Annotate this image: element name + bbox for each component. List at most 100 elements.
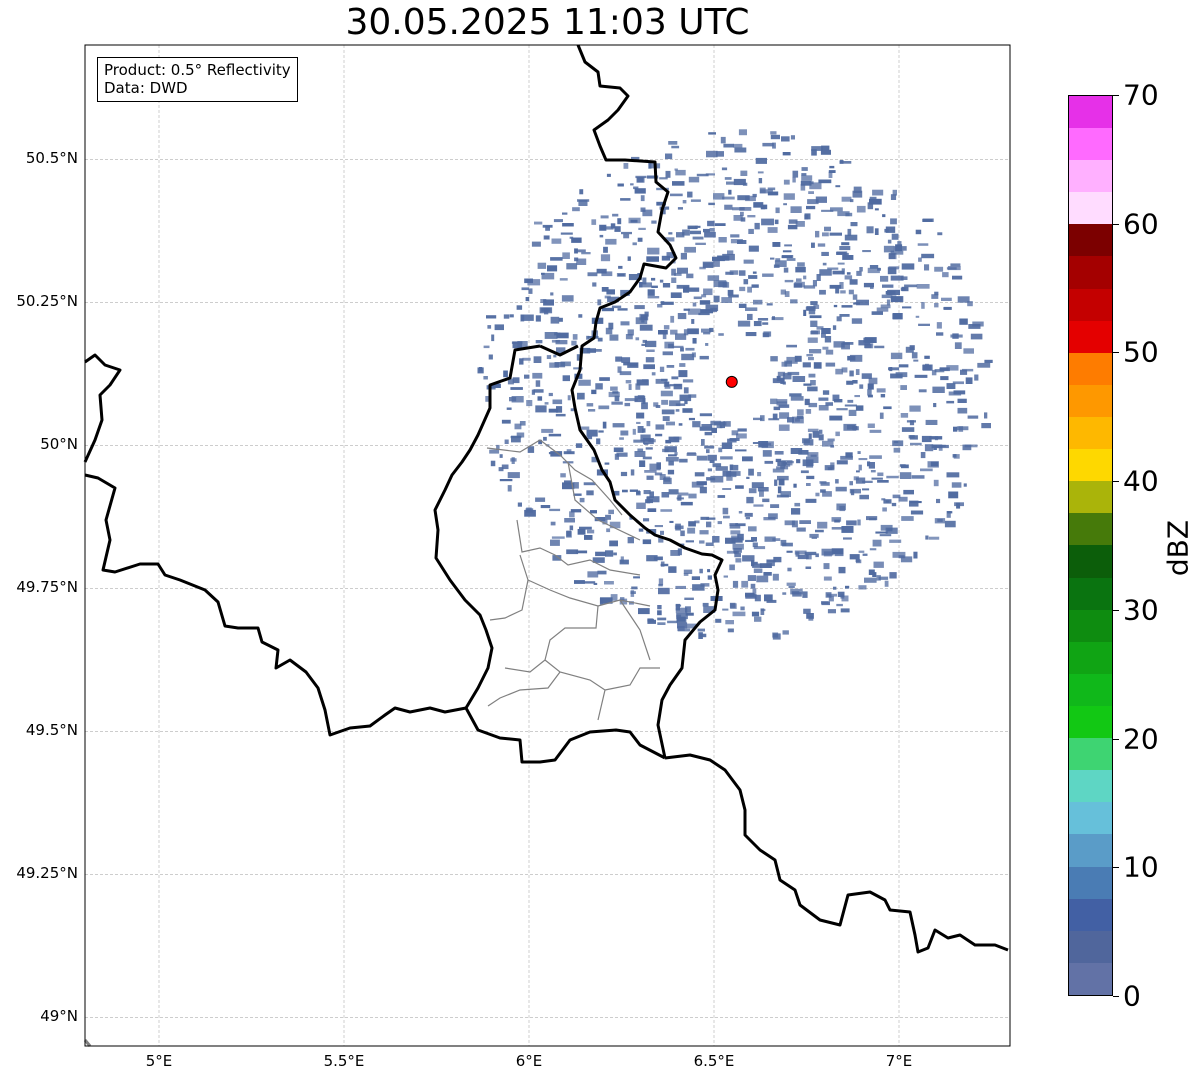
echo-cell bbox=[671, 376, 679, 380]
echo-cell bbox=[512, 377, 520, 384]
echo-cell bbox=[606, 173, 611, 177]
echo-cell bbox=[499, 479, 513, 482]
echo-cell bbox=[602, 421, 607, 429]
echo-cell bbox=[715, 618, 722, 623]
echo-cell bbox=[548, 452, 554, 455]
echo-cell bbox=[822, 232, 829, 237]
echo-cell bbox=[725, 620, 734, 625]
echo-cell bbox=[541, 272, 555, 280]
echo-cell bbox=[856, 470, 860, 473]
echo-cell bbox=[869, 548, 877, 551]
admin-border-lux-i bbox=[567, 461, 641, 541]
echo-cell bbox=[617, 273, 625, 277]
echo-cell bbox=[879, 534, 892, 537]
echo-cell bbox=[771, 317, 784, 321]
echo-cell bbox=[543, 235, 550, 240]
echo-cell bbox=[764, 536, 776, 542]
echo-cell bbox=[849, 481, 853, 486]
echo-cell bbox=[806, 613, 814, 619]
echo-cell bbox=[617, 218, 622, 225]
latitude-tick-label: 50.25°N bbox=[16, 292, 78, 311]
colorbar-segment bbox=[1069, 866, 1112, 899]
echo-cell bbox=[679, 394, 692, 402]
echo-cell bbox=[574, 580, 585, 584]
echo-cell bbox=[741, 580, 749, 588]
echo-cell bbox=[782, 250, 792, 253]
echo-cell bbox=[829, 284, 842, 289]
echo-cell bbox=[948, 491, 959, 499]
radar-site-marker[interactable] bbox=[725, 375, 738, 388]
echo-cell bbox=[640, 207, 646, 212]
echo-cell bbox=[900, 287, 906, 291]
echo-cell bbox=[876, 388, 886, 393]
echo-cell bbox=[810, 301, 818, 306]
echo-cell bbox=[647, 618, 653, 621]
echo-cell bbox=[541, 428, 554, 433]
admin-border-lux-g bbox=[604, 667, 660, 691]
echo-cell bbox=[564, 480, 572, 485]
echo-cell bbox=[600, 597, 613, 604]
echo-cell bbox=[556, 406, 563, 413]
echo-cell bbox=[579, 526, 592, 530]
echo-cell bbox=[757, 472, 762, 477]
echo-cell bbox=[703, 228, 710, 233]
echo-cell bbox=[504, 439, 509, 444]
echo-cell bbox=[501, 464, 509, 470]
echo-cell bbox=[569, 511, 575, 518]
echo-cell bbox=[762, 273, 774, 277]
colorbar-tick-label: 60 bbox=[1123, 207, 1159, 241]
echo-cell bbox=[812, 431, 820, 438]
echo-cell bbox=[791, 508, 801, 515]
echo-cell bbox=[588, 409, 596, 412]
echo-cell bbox=[722, 608, 729, 611]
echo-cell bbox=[753, 321, 762, 327]
echo-cell bbox=[689, 230, 701, 235]
echo-cell bbox=[696, 481, 707, 486]
echo-cell bbox=[796, 415, 804, 419]
echo-cell bbox=[934, 518, 946, 524]
echo-cell bbox=[734, 552, 741, 558]
echo-cell bbox=[869, 198, 882, 205]
echo-cell bbox=[642, 209, 653, 217]
echo-cell bbox=[718, 333, 724, 336]
echo-cell bbox=[594, 517, 606, 522]
echo-cell bbox=[792, 177, 796, 183]
admin-border-lux-b bbox=[489, 554, 529, 621]
echo-cell bbox=[779, 412, 790, 419]
echo-cell bbox=[691, 352, 696, 358]
echo-cell bbox=[723, 143, 734, 148]
echo-cell bbox=[586, 335, 590, 340]
echo-cell bbox=[622, 489, 628, 493]
echo-cell bbox=[724, 177, 732, 180]
echo-cell bbox=[911, 475, 925, 479]
echo-cell bbox=[663, 325, 670, 330]
echo-cell bbox=[688, 493, 697, 499]
echo-cell bbox=[494, 324, 504, 331]
echo-cell bbox=[661, 399, 669, 405]
colorbar-segment bbox=[1069, 673, 1112, 707]
echo-cell bbox=[872, 539, 882, 547]
echo-cell bbox=[599, 234, 604, 238]
echo-cell bbox=[620, 289, 630, 296]
echo-cell bbox=[944, 520, 956, 528]
echo-cell bbox=[718, 447, 723, 453]
echo-cell bbox=[880, 304, 891, 309]
echo-cell bbox=[887, 267, 897, 275]
echo-cell bbox=[855, 477, 866, 484]
echo-cell bbox=[917, 243, 929, 246]
echo-cell bbox=[634, 188, 646, 194]
echo-cell bbox=[556, 347, 566, 355]
echo-cell bbox=[890, 194, 897, 200]
echo-cell bbox=[803, 285, 816, 289]
echo-cell bbox=[668, 436, 680, 443]
echo-cell bbox=[551, 339, 560, 343]
echo-cell bbox=[715, 466, 728, 471]
echo-cell bbox=[900, 556, 913, 563]
echo-cell bbox=[647, 619, 656, 624]
echo-cell bbox=[869, 455, 882, 459]
echo-cell bbox=[517, 502, 522, 507]
echo-cell bbox=[636, 490, 640, 495]
echo-cell bbox=[647, 289, 655, 296]
echo-cell bbox=[562, 252, 570, 259]
